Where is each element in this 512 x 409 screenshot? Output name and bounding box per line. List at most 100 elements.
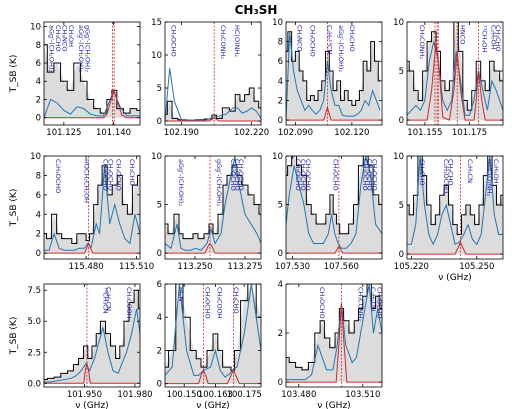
line-label: CH₃CONH₂ (356, 287, 364, 321)
y-tick-label: 4 (157, 313, 162, 323)
y-tick-label: 0 (157, 117, 162, 127)
line-label: CH₃CONH₂ (219, 25, 227, 59)
line-label: aGg'-(CH₂OH)₂ (47, 25, 55, 72)
observed-spectrum (407, 156, 503, 235)
y-tick-label: 0 (399, 116, 404, 126)
y-axis-label: T_SB (K) (9, 55, 19, 94)
plot-area: CH₃NCO CH₃OCHO C₂H₅¹³CN aGg'-(CH₂OH)₂ CH₃CHO (286, 22, 382, 125)
y-tick-label: 6 (36, 59, 41, 69)
observed-fill (165, 88, 261, 122)
line-label: CH₃OCHO (371, 159, 379, 191)
model-total-line (286, 156, 382, 249)
observed-spectrum (286, 31, 381, 106)
x-tick-label: 107.560 (324, 262, 359, 272)
line-label: C₂H₅OH (490, 25, 498, 50)
model-ch3sh-line (286, 245, 382, 254)
model-total-line (286, 284, 382, 381)
y-tick-label: 10 (151, 51, 162, 61)
x-tick-label: 101.980 (117, 390, 152, 400)
line-label: CH₃CHO (232, 287, 240, 314)
y-tick-label: 0 (36, 114, 41, 124)
x-tick-label: 103.480 (281, 390, 316, 400)
x-axis-label: ν (GHz) (75, 401, 108, 409)
y-tick-label: 10 (393, 18, 404, 28)
x-tick-label: 113.250 (177, 262, 212, 272)
y-tick-label: 2.5 (27, 348, 41, 358)
line-label: CH₃OCHO (170, 25, 178, 57)
observed-spectrum (165, 165, 261, 240)
model-ch3sh-line (286, 303, 382, 383)
y-tick-label: 4 (278, 280, 283, 290)
x-tick-label: 102.120 (334, 128, 369, 138)
line-label: CH₃OCHO (304, 159, 312, 191)
observed-fill (286, 284, 382, 383)
line-label: CH₃CHO (348, 25, 356, 52)
x-tick-label: 101.140 (96, 128, 131, 138)
axes-frame (285, 155, 383, 260)
model-total-line (44, 308, 140, 383)
plot-area: HCN CH₃OCHO CH₃COOH CH₃CHO (165, 284, 261, 387)
panel-6: aGg'-(CH₂OH)₂ gGg'-(CH₂OH)₂ CH₃OCHOCH₃OCHO… (151, 152, 262, 272)
figure-title: CH₃SH (235, 3, 278, 17)
y-axis-label: T_SB (K) (9, 317, 19, 356)
y-tick-label: 10 (393, 152, 404, 162)
line-label: aGg'-(CH₂OH)₂ (337, 25, 345, 72)
y-tick-label: 0.0 (27, 379, 41, 389)
line-label: CH₃OCHO (299, 159, 307, 191)
y-tick-label: 10 (30, 152, 41, 162)
model-ch3sh-line (44, 363, 140, 384)
x-tick-label: 101.155 (407, 128, 442, 138)
line-label: CH₃OCHO (318, 287, 326, 319)
x-axis-label: ν (GHz) (196, 401, 229, 409)
y-tick-label: 5 (399, 201, 404, 211)
line-label: HOCH₂CH₂OH (83, 159, 91, 203)
line-label: CH₃OCHO (361, 159, 369, 191)
line-label: CH₃OCHO (203, 287, 211, 319)
line-label: CH₃NCO (295, 25, 303, 52)
line-label: CH₃OCHO (101, 159, 109, 191)
line-label: CH₃CONH₂ (418, 25, 426, 59)
line-label: CH₃OH (67, 25, 75, 47)
line-label: C₂H₅CN (105, 287, 113, 311)
x-tick-label: 105.220 (394, 262, 429, 272)
axes-frame (406, 155, 504, 260)
observed-spectrum (44, 165, 140, 244)
model-total-line (44, 88, 140, 118)
x-tick-label: 102.190 (164, 128, 199, 138)
line-label: C₂H₅OH (369, 287, 377, 312)
observed-fill (165, 165, 261, 254)
x-axis-label: ν (GHz) (317, 401, 350, 409)
x-tick-label: 101.175 (452, 128, 487, 138)
observed-spectrum (286, 156, 382, 235)
y-tick-label: 7.5 (27, 286, 41, 296)
y-tick-label: 2 (36, 95, 41, 105)
line-label: CH₃NCO (61, 25, 69, 52)
observed-fill (44, 44, 140, 118)
y-tick-label: 10 (272, 152, 283, 162)
line-label: ¹³CH₃CN (101, 287, 109, 314)
line-label: HNCO (458, 25, 466, 44)
x-tick-label: 105.250 (459, 262, 494, 272)
model-total-line (407, 41, 503, 116)
x-tick-label: 102.090 (278, 128, 313, 138)
y-tick-label: 6 (157, 280, 162, 290)
observed-fill (44, 290, 140, 384)
model-ch3sh-line (407, 241, 503, 255)
line-label: CH₃OCHO (106, 159, 114, 191)
y-tick-label: 2 (157, 346, 162, 356)
y-tick-label: 0 (278, 249, 283, 259)
axes-frame (164, 155, 262, 260)
panel-3: CH₃NCO CH₃OCHO C₂H₅¹³CN aGg'-(CH₂OH)₂ CH₃CHO… (272, 18, 383, 138)
line-label: C₂H₅CN (466, 159, 474, 183)
line-label: HCN (177, 287, 185, 301)
line-label: H¹³C(O)NH₂ (486, 159, 494, 197)
observed-fill (286, 31, 381, 121)
x-tick-label: 100.163 (198, 390, 233, 400)
